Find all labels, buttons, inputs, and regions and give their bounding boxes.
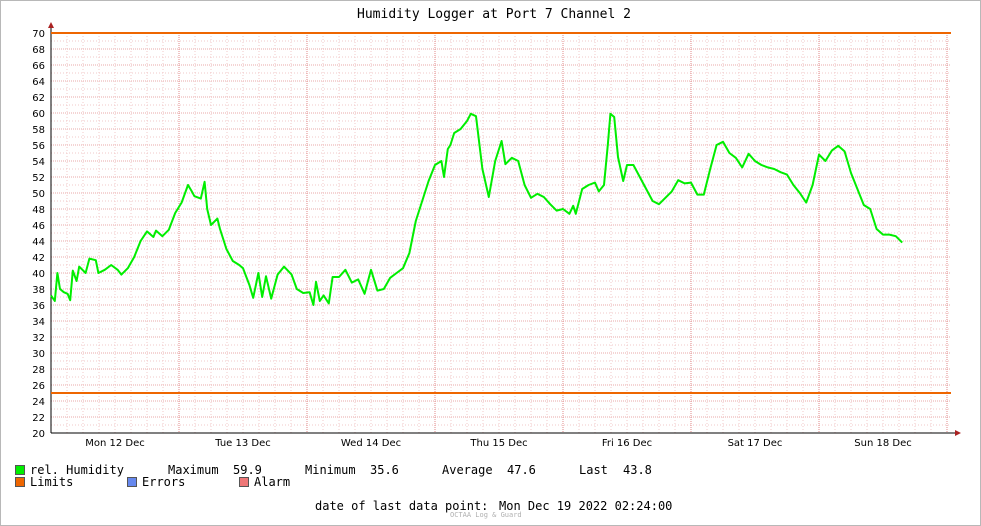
stat-average-value: 47.6 (507, 463, 536, 477)
last-point-value: Mon Dec 19 2022 02:24:00 (499, 499, 673, 513)
stat-last-value: 43.8 (623, 463, 652, 477)
y-tick-label: 56 (32, 141, 45, 152)
alarm-swatch (239, 477, 249, 487)
stat-last-label: Last (579, 463, 608, 477)
y-tick-label: 26 (32, 381, 45, 392)
stat-maximum-label: Maximum (168, 463, 219, 477)
legend-errors-label: Errors (142, 475, 186, 489)
humidity-swatch (15, 465, 25, 475)
x-tick-label: Fri 16 Dec (602, 438, 652, 449)
x-tick-label: Sun 18 Dec (854, 438, 911, 449)
y-tick-label: 50 (32, 189, 45, 200)
y-tick-label: 40 (32, 269, 45, 280)
stat-minimum-value: 35.6 (370, 463, 399, 477)
chart-title: Humidity Logger at Port 7 Channel 2 (357, 7, 631, 22)
legend-humidity-label: rel. Humidity (30, 463, 124, 477)
y-tick-label: 54 (32, 157, 45, 168)
y-tick-label: 46 (32, 221, 45, 232)
y-tick-label: 66 (32, 61, 45, 72)
y-tick-label: 48 (32, 205, 45, 216)
x-tick-label: Tue 13 Dec (214, 438, 271, 449)
errors-swatch (127, 477, 137, 487)
limits-swatch (15, 477, 25, 487)
x-axis-arrow (955, 430, 961, 436)
y-tick-label: 24 (32, 397, 45, 408)
y-tick-label: 70 (32, 29, 45, 40)
y-tick-label: 32 (32, 333, 45, 344)
stat-average-label: Average (442, 463, 493, 477)
y-tick-label: 62 (32, 93, 45, 104)
y-tick-label: 22 (32, 413, 45, 424)
legend-alarm-label: Alarm (254, 475, 291, 489)
brand-watermark: OCTAA Log & Guard (450, 511, 522, 519)
y-tick-label: 38 (32, 285, 45, 296)
y-axis-arrow (48, 22, 54, 28)
humidity-series-line (50, 112, 903, 306)
y-tick-label: 36 (32, 301, 45, 312)
y-tick-label: 20 (32, 429, 45, 440)
x-tick-label: Thu 15 Dec (469, 438, 527, 449)
last-point-label: date of last data point: (315, 499, 489, 513)
y-tick-label: 30 (32, 349, 45, 360)
x-tick-label: Mon 12 Dec (85, 438, 145, 449)
x-tick-label: Sat 17 Dec (728, 438, 783, 449)
y-tick-label: 68 (32, 45, 45, 56)
y-tick-label: 52 (32, 173, 45, 184)
y-tick-label: 44 (32, 237, 45, 248)
y-tick-label: 58 (32, 125, 45, 136)
stat-maximum-value: 59.9 (233, 463, 262, 477)
x-tick-label: Wed 14 Dec (341, 438, 401, 449)
stat-minimum-label: Minimum (305, 463, 356, 477)
y-tick-label: 60 (32, 109, 45, 120)
y-tick-label: 28 (32, 365, 45, 376)
legend-limits-label: Limits (30, 475, 74, 489)
y-tick-label: 42 (32, 253, 45, 264)
y-tick-label: 64 (32, 77, 45, 88)
y-tick-label: 34 (32, 317, 45, 328)
